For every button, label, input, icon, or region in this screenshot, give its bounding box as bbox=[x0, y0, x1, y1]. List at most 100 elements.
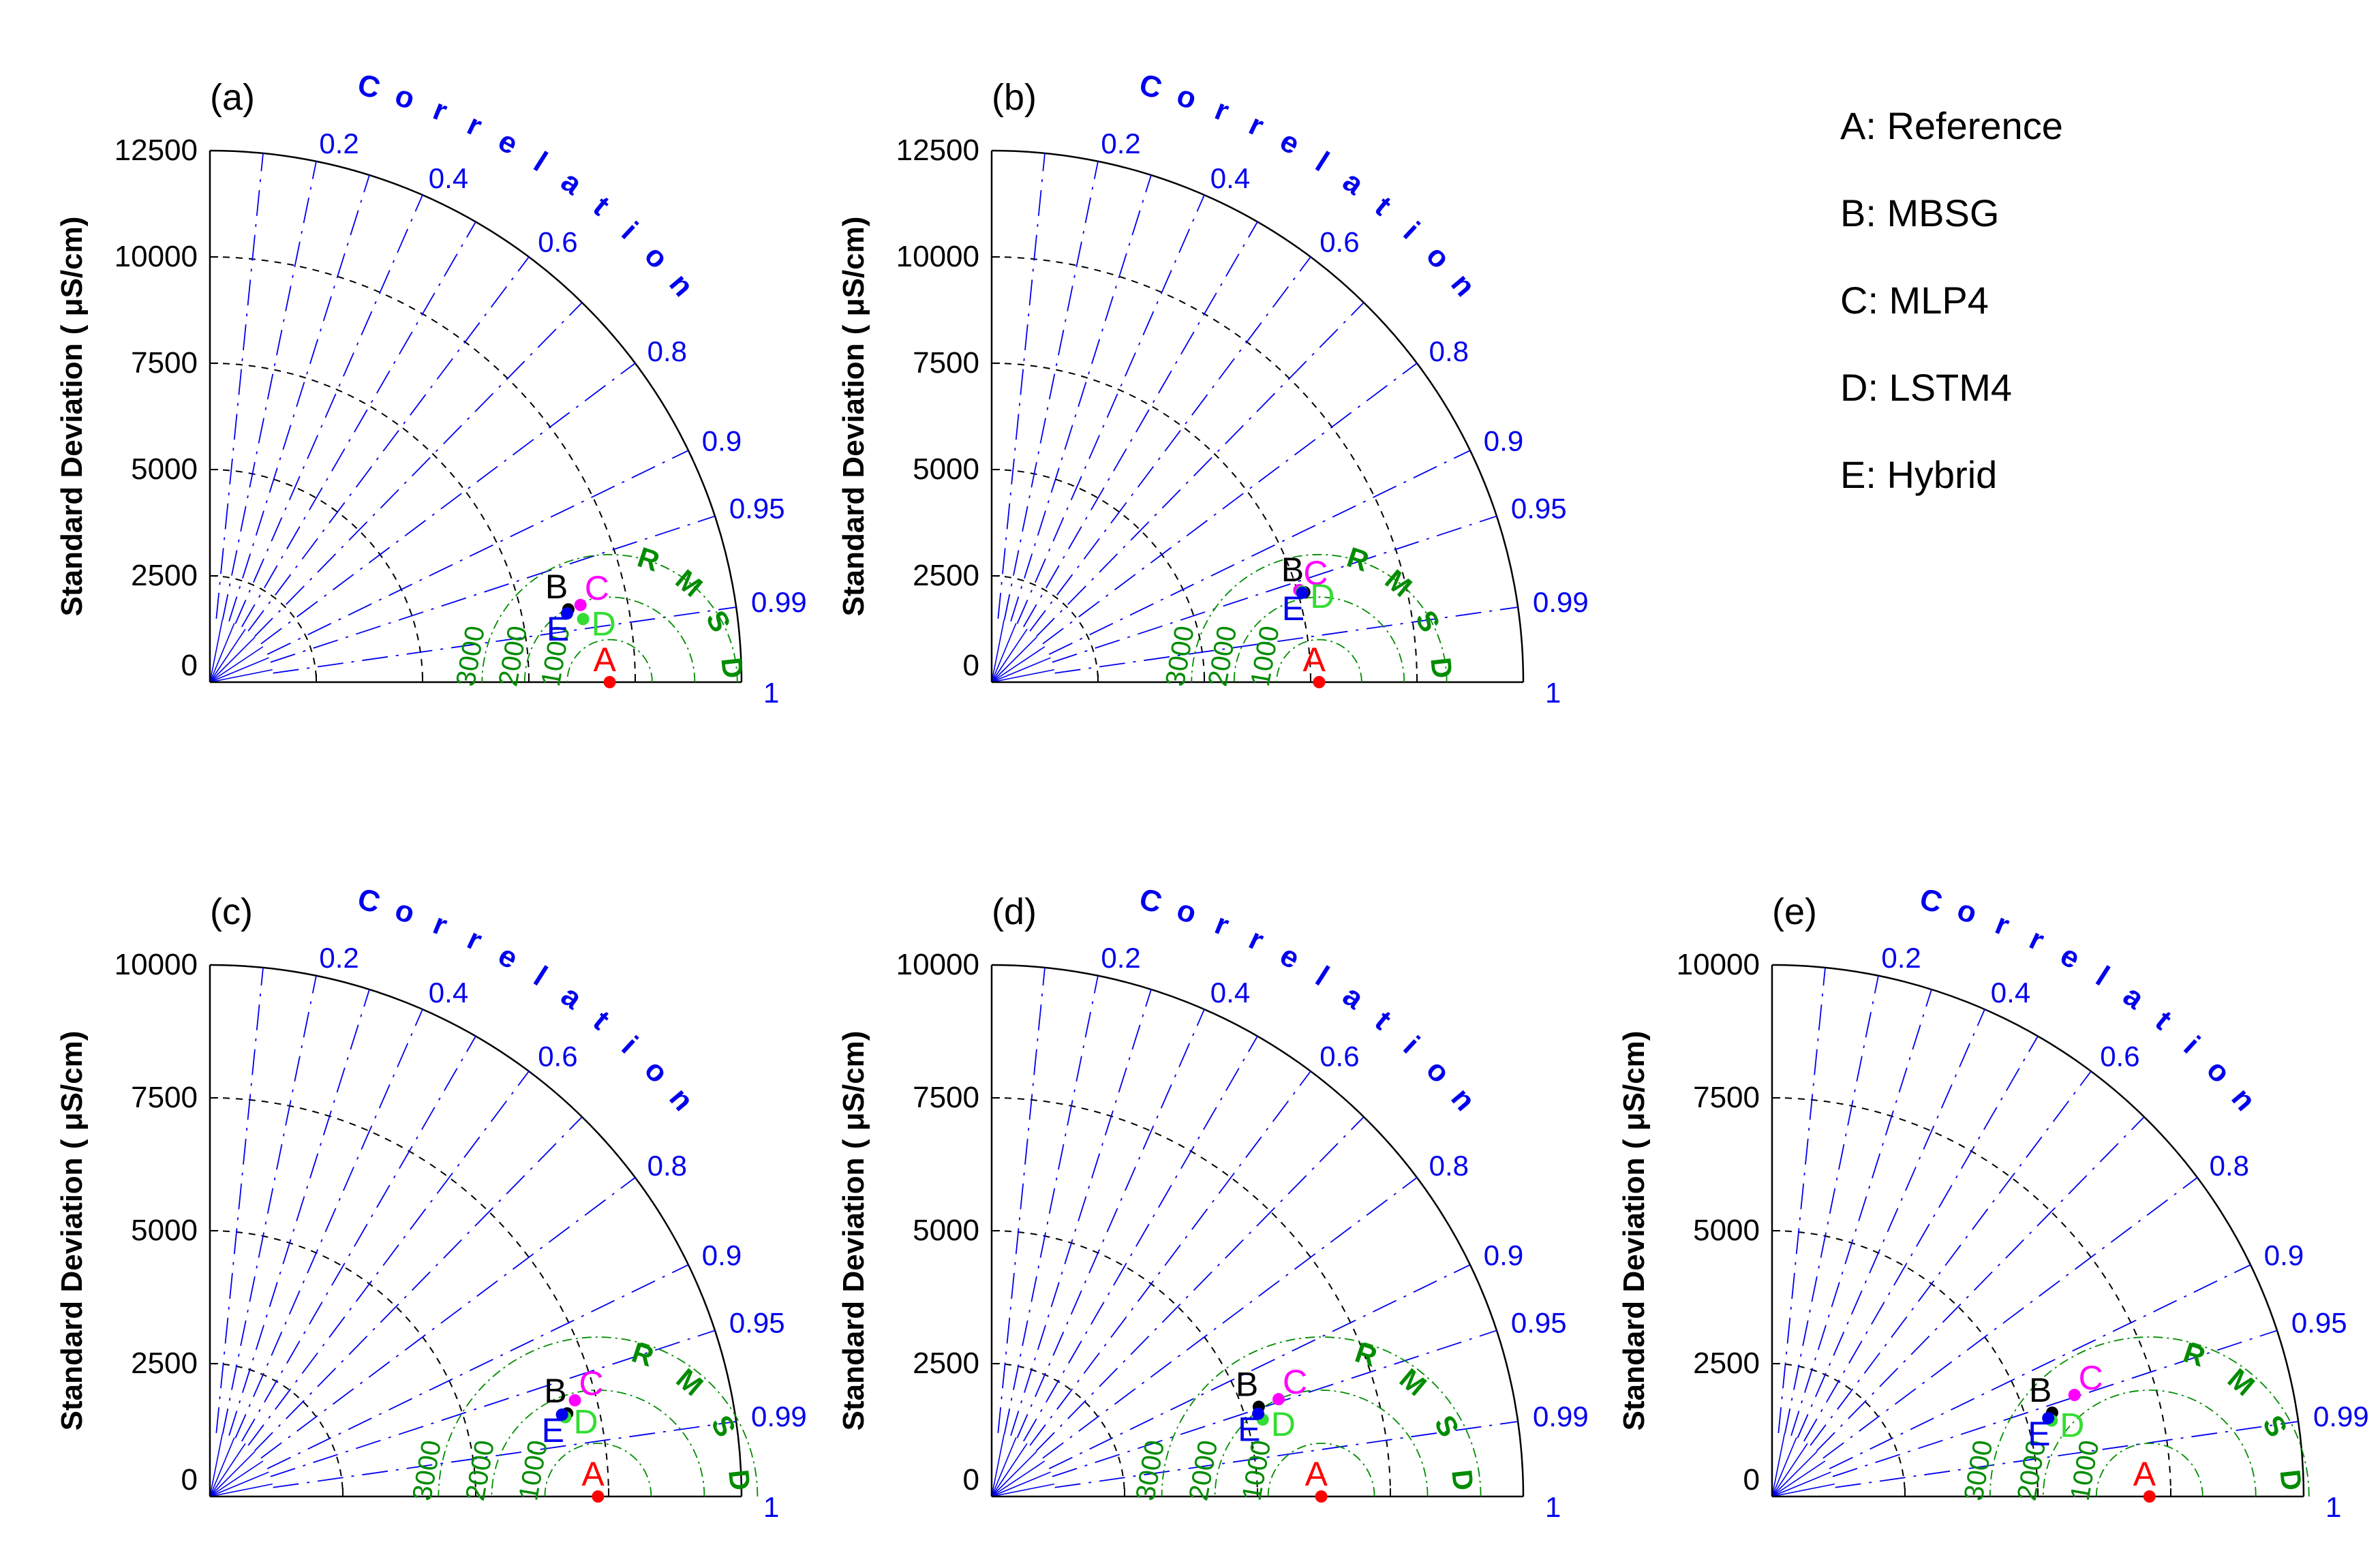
correlation-title-letter: C bbox=[1136, 882, 1165, 920]
correlation-title-letter: r bbox=[1244, 108, 1269, 143]
rmsd-title-letter: M bbox=[1394, 1362, 1433, 1402]
rmsd-title-letter: D bbox=[1446, 1468, 1480, 1492]
rmsd-title-letter: R bbox=[628, 1336, 658, 1372]
correlation-spoke bbox=[241, 1036, 476, 1442]
correlation-origin-fan bbox=[991, 1460, 1046, 1497]
correlation-title-letter: i bbox=[1397, 1030, 1426, 1060]
data-point-label-mlp4: C bbox=[1303, 554, 1328, 592]
correlation-spoke bbox=[241, 221, 476, 628]
legend-item-lstm4: D: LSTM4 bbox=[1840, 366, 2013, 409]
y-tick-label: 2500 bbox=[131, 1347, 198, 1380]
correlation-tick-label: 1 bbox=[763, 677, 779, 709]
y-tick-label: 10000 bbox=[896, 948, 979, 981]
correlation-spoke bbox=[273, 606, 737, 674]
rmsd-title-letter: S bbox=[700, 605, 737, 637]
correlation-title-letter: n bbox=[662, 1081, 700, 1117]
y-tick-label: 0 bbox=[1743, 1463, 1760, 1496]
data-point-lstm4 bbox=[577, 613, 590, 626]
data-point-reference bbox=[592, 1490, 605, 1503]
rmsd-label: 1000 bbox=[2065, 1438, 2105, 1503]
correlation-tick-label: 1 bbox=[1545, 677, 1561, 709]
correlation-title-letter: r bbox=[1210, 93, 1234, 128]
correlation-title-letter: o bbox=[391, 893, 419, 930]
correlation-origin-fan bbox=[991, 1443, 1028, 1497]
taylor-panel-a: 0 2500 5000 7500 10000 12500 Standard Deviatio… bbox=[55, 67, 807, 709]
correlation-tick-label: 0.2 bbox=[1881, 942, 1921, 974]
rmsd-label: 2000 bbox=[1202, 624, 1242, 688]
rmsd-arc bbox=[491, 1389, 705, 1497]
y-tick-label: 0 bbox=[181, 1463, 198, 1496]
std-arc bbox=[209, 256, 636, 683]
rmsd-label: 2000 bbox=[460, 1438, 500, 1503]
std-arc bbox=[209, 1363, 344, 1497]
rmsd-arc bbox=[544, 1443, 652, 1497]
std-arc bbox=[991, 575, 1099, 683]
correlation-spoke bbox=[1803, 1036, 2039, 1442]
correlation-origin-fan bbox=[209, 623, 235, 683]
rmsd-arc bbox=[1161, 1336, 1482, 1497]
correlation-title-letter: i bbox=[615, 215, 644, 245]
rmsd-title-letter: D bbox=[1424, 656, 1459, 679]
correlation-origin-fan bbox=[209, 1471, 269, 1497]
rmsd-title-letter: R bbox=[1343, 541, 1373, 578]
correlation-title-letter: o bbox=[1420, 239, 1456, 275]
correlation-tick-label: 0.4 bbox=[1210, 162, 1250, 194]
correlation-tick-label: 0.4 bbox=[429, 977, 468, 1009]
correlation-title-letter: l bbox=[1310, 145, 1335, 178]
correlation-title-letter: l bbox=[528, 145, 553, 178]
correlation-origin-fan bbox=[991, 636, 1037, 683]
data-point-mlp4 bbox=[2068, 1389, 2081, 1402]
correlation-tick-label: 0.9 bbox=[2264, 1239, 2304, 1271]
rmsd-arc bbox=[1276, 639, 1362, 683]
rmsd-arc bbox=[481, 553, 738, 683]
data-point-label-reference: A bbox=[594, 641, 617, 679]
correlation-spoke bbox=[254, 1116, 583, 1452]
correlation-spoke bbox=[270, 1330, 716, 1477]
correlation-title-letter: n bbox=[1444, 1081, 1482, 1117]
taylor-panel-c: 0 2500 5000 7500 10000 Standard Deviation ( μ… bbox=[55, 882, 807, 1523]
data-point-mlp4 bbox=[574, 598, 587, 611]
data-point-label-lstm4: D bbox=[2060, 1407, 2084, 1445]
correlation-tick-label: 0.9 bbox=[1484, 425, 1523, 457]
data-point-mlp4 bbox=[1272, 1393, 1285, 1406]
correlation-origin-fan bbox=[1771, 1443, 1808, 1497]
correlation-title-letter: a bbox=[2117, 979, 2150, 1015]
rmsd-title-letter: M bbox=[671, 1362, 710, 1402]
correlation-spoke bbox=[222, 161, 317, 620]
y-tick-label: 10000 bbox=[115, 948, 198, 981]
correlation-title-letter: o bbox=[1173, 78, 1201, 116]
correlation-spoke bbox=[1023, 221, 1258, 628]
y-tick-label: 0 bbox=[963, 1463, 979, 1496]
correlation-origin-fan bbox=[1771, 1437, 1797, 1497]
correlation-tick-label: 0.8 bbox=[1429, 1150, 1469, 1182]
correlation-title-letter: t bbox=[587, 1004, 616, 1036]
rmsd-label: 3000 bbox=[1959, 1438, 1999, 1503]
std-arc bbox=[991, 964, 1525, 1497]
data-point-label-lstm4: D bbox=[592, 604, 616, 643]
y-tick-label: 5000 bbox=[913, 452, 979, 486]
data-point-hybrid bbox=[1252, 1407, 1265, 1420]
correlation-spoke bbox=[1054, 606, 1519, 674]
correlation-tick-label: 0.9 bbox=[1484, 1239, 1523, 1271]
correlation-spoke bbox=[215, 153, 264, 619]
correlation-title-letter: o bbox=[2200, 1054, 2237, 1090]
correlation-spoke bbox=[1790, 989, 1932, 1436]
correlation-title-letter: C bbox=[1136, 67, 1165, 106]
rmsd-title-letter: D bbox=[722, 1468, 757, 1492]
std-arc bbox=[209, 1230, 476, 1497]
rmsd-title-letter: R bbox=[1352, 1336, 1382, 1372]
std-arc bbox=[991, 256, 1418, 683]
correlation-origin-fan bbox=[991, 646, 1046, 683]
rmsd-arc bbox=[1233, 596, 1405, 683]
correlation-title-letter: a bbox=[555, 979, 588, 1015]
panel-label: (c) bbox=[210, 891, 253, 932]
y-tick-label: 10000 bbox=[115, 240, 198, 273]
correlation-title-letter: C bbox=[354, 882, 384, 920]
correlation-spoke bbox=[228, 989, 370, 1436]
correlation-title-letter: n bbox=[1444, 267, 1482, 303]
y-tick-label: 2500 bbox=[131, 559, 198, 592]
correlation-spoke bbox=[260, 363, 636, 645]
panel-label: (b) bbox=[992, 77, 1037, 118]
std-arc bbox=[1771, 1363, 1906, 1497]
